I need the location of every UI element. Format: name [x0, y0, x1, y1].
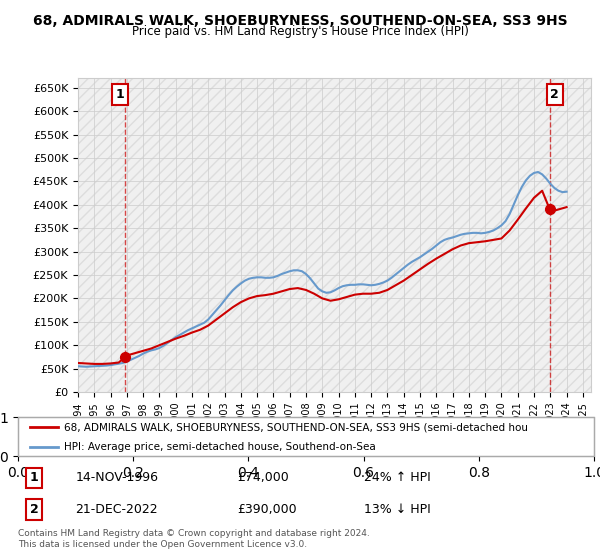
Bar	[265, 78, 274, 392]
Bar	[404, 78, 412, 392]
Text: 24% ↑ HPI: 24% ↑ HPI	[364, 472, 430, 484]
Bar	[583, 78, 591, 392]
Bar	[331, 78, 338, 392]
Bar	[518, 78, 526, 392]
Text: 13% ↓ HPI: 13% ↓ HPI	[364, 503, 430, 516]
Bar	[176, 78, 184, 392]
Bar	[192, 78, 200, 392]
Bar	[436, 78, 445, 392]
Bar	[428, 78, 436, 392]
Bar	[290, 78, 298, 392]
Bar	[452, 78, 461, 392]
Bar	[493, 78, 502, 392]
Bar	[363, 78, 371, 392]
Text: £74,000: £74,000	[237, 472, 289, 484]
Bar	[542, 78, 550, 392]
Bar	[420, 78, 428, 392]
Bar	[103, 78, 110, 392]
Bar	[322, 78, 331, 392]
Bar	[388, 78, 395, 392]
Bar	[135, 78, 143, 392]
Bar	[151, 78, 160, 392]
Bar	[395, 78, 404, 392]
Bar	[461, 78, 469, 392]
Bar	[184, 78, 192, 392]
Bar	[160, 78, 167, 392]
Text: 68, ADMIRALS WALK, SHOEBURYNESS, SOUTHEND-ON-SEA, SS3 9HS (semi-detached hou: 68, ADMIRALS WALK, SHOEBURYNESS, SOUTHEN…	[64, 422, 528, 432]
Text: £390,000: £390,000	[237, 503, 296, 516]
Text: 68, ADMIRALS WALK, SHOEBURYNESS, SOUTHEND-ON-SEA, SS3 9HS: 68, ADMIRALS WALK, SHOEBURYNESS, SOUTHEN…	[32, 14, 568, 28]
Bar	[534, 78, 542, 392]
Bar	[208, 78, 217, 392]
Bar	[559, 78, 566, 392]
Bar	[509, 78, 518, 392]
Bar	[86, 78, 94, 392]
Bar	[526, 78, 534, 392]
Text: 21-DEC-2022: 21-DEC-2022	[76, 503, 158, 516]
Bar	[485, 78, 493, 392]
Bar	[566, 78, 575, 392]
Bar	[127, 78, 135, 392]
Text: 14-NOV-1996: 14-NOV-1996	[76, 472, 158, 484]
Bar	[412, 78, 420, 392]
Bar	[249, 78, 257, 392]
Bar	[143, 78, 151, 392]
Bar	[257, 78, 265, 392]
Bar	[355, 78, 363, 392]
Bar	[379, 78, 388, 392]
Text: 2: 2	[29, 503, 38, 516]
Text: Contains HM Land Registry data © Crown copyright and database right 2024.
This d: Contains HM Land Registry data © Crown c…	[18, 529, 370, 549]
Text: 2: 2	[550, 88, 559, 101]
Bar	[469, 78, 477, 392]
Bar	[119, 78, 127, 392]
Text: 1: 1	[115, 88, 124, 101]
Bar	[274, 78, 281, 392]
Bar	[94, 78, 103, 392]
Text: 1: 1	[29, 472, 38, 484]
Bar	[241, 78, 249, 392]
Bar	[477, 78, 485, 392]
Bar	[200, 78, 208, 392]
Bar	[167, 78, 176, 392]
Bar	[550, 78, 559, 392]
Bar	[575, 78, 583, 392]
Bar	[371, 78, 379, 392]
Bar	[347, 78, 355, 392]
Bar	[314, 78, 322, 392]
Bar	[224, 78, 233, 392]
Bar	[445, 78, 452, 392]
Bar	[338, 78, 347, 392]
Bar	[217, 78, 224, 392]
Bar	[281, 78, 290, 392]
Text: HPI: Average price, semi-detached house, Southend-on-Sea: HPI: Average price, semi-detached house,…	[64, 442, 376, 451]
Bar	[233, 78, 241, 392]
Text: Price paid vs. HM Land Registry's House Price Index (HPI): Price paid vs. HM Land Registry's House …	[131, 25, 469, 38]
Bar	[306, 78, 314, 392]
Bar	[110, 78, 119, 392]
Bar	[502, 78, 509, 392]
Bar	[78, 78, 86, 392]
Bar	[298, 78, 306, 392]
